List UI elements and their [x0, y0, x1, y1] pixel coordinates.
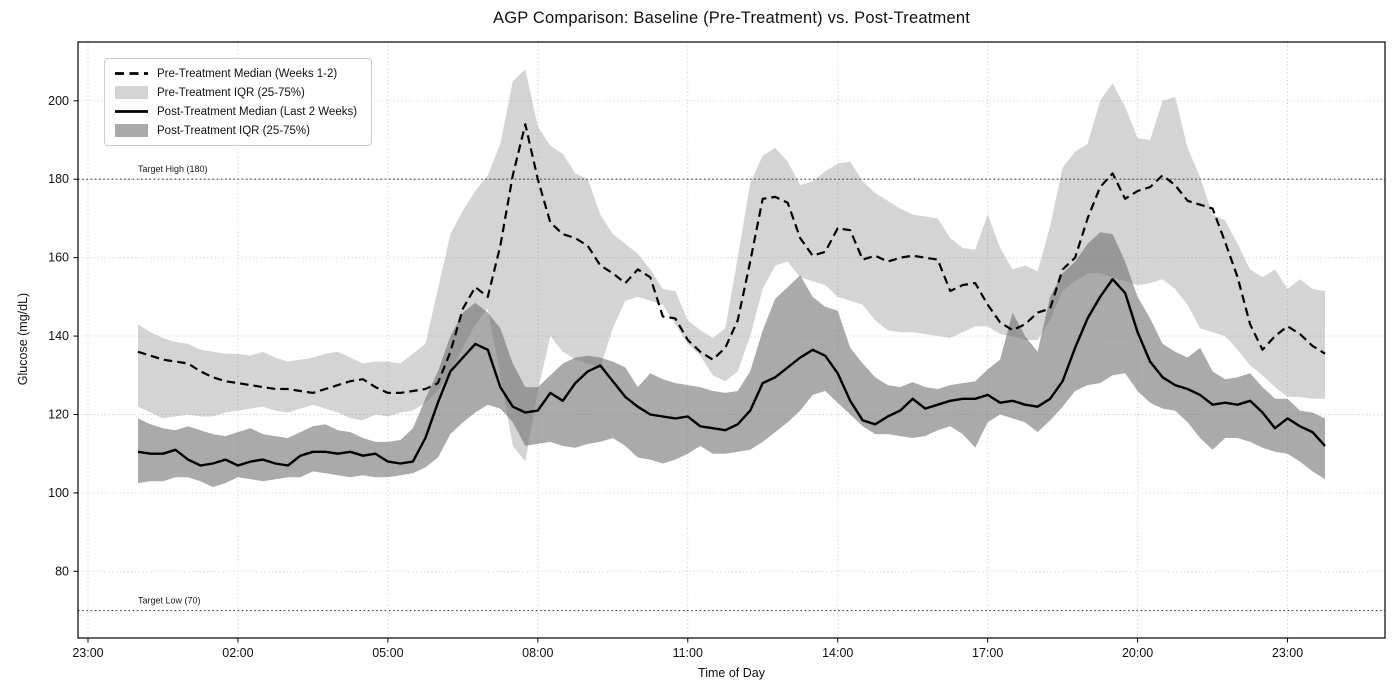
y-tick-label: 180 [48, 172, 69, 186]
x-tick-label: 23:00 [72, 646, 103, 660]
legend-item-pre-median: Pre-Treatment Median (Weeks 1-2) [115, 67, 357, 80]
legend-label: Post-Treatment IQR (25-75%) [157, 124, 310, 137]
post-treatment-median-line [137, 278, 1326, 467]
pre-treatment-iqr-band [138, 69, 1325, 462]
legend-item-pre-iqr: Pre-Treatment IQR (25-75%) [115, 86, 357, 99]
y-axis-label: Glucose (mg/dL) [16, 292, 30, 386]
post-iqr-swatch-icon [115, 124, 148, 137]
solid-line-swatch-icon [115, 105, 148, 118]
pre-iqr-swatch-icon [115, 86, 148, 99]
chart-title: AGP Comparison: Baseline (Pre-Treatment)… [492, 9, 970, 27]
legend-label: Post-Treatment Median (Last 2 Weeks) [157, 105, 358, 118]
y-tick-label: 200 [48, 94, 69, 108]
plot-border [77, 41, 1386, 639]
pre-treatment-median-line [137, 123, 1326, 394]
y-tick-label: 100 [48, 486, 69, 500]
legend-label: Pre-Treatment Median (Weeks 1-2) [157, 67, 338, 80]
x-tick-label: 08:00 [522, 646, 553, 660]
x-tick-label: 14:00 [822, 646, 853, 660]
x-tick-label: 17:00 [972, 646, 1003, 660]
y-tick-label: 160 [48, 251, 69, 265]
y-tick-label: 140 [48, 329, 69, 343]
legend-label: Pre-Treatment IQR (25-75%) [157, 86, 305, 99]
legend-item-post-median: Post-Treatment Median (Last 2 Weeks) [115, 105, 357, 118]
x-axis-label: Time of Day [698, 666, 765, 680]
x-tick-label: 23:00 [1272, 646, 1303, 660]
post-treatment-iqr-band [138, 232, 1325, 487]
target-low-label: Target Low (70) [138, 596, 201, 606]
x-tick-label: 11:00 [673, 646, 703, 660]
x-tick-label: 05:00 [372, 646, 403, 660]
x-tick-label: 02:00 [222, 646, 253, 660]
y-tick-label: 80 [55, 564, 69, 578]
legend: Pre-Treatment Median (Weeks 1-2) Pre-Tre… [104, 58, 373, 146]
x-tick-label: 20:00 [1122, 646, 1153, 660]
target-high-label: Target High (180) [138, 164, 208, 174]
legend-item-post-iqr: Post-Treatment IQR (25-75%) [115, 124, 357, 137]
dashed-line-swatch-icon [115, 67, 148, 80]
y-tick-label: 120 [48, 408, 69, 422]
